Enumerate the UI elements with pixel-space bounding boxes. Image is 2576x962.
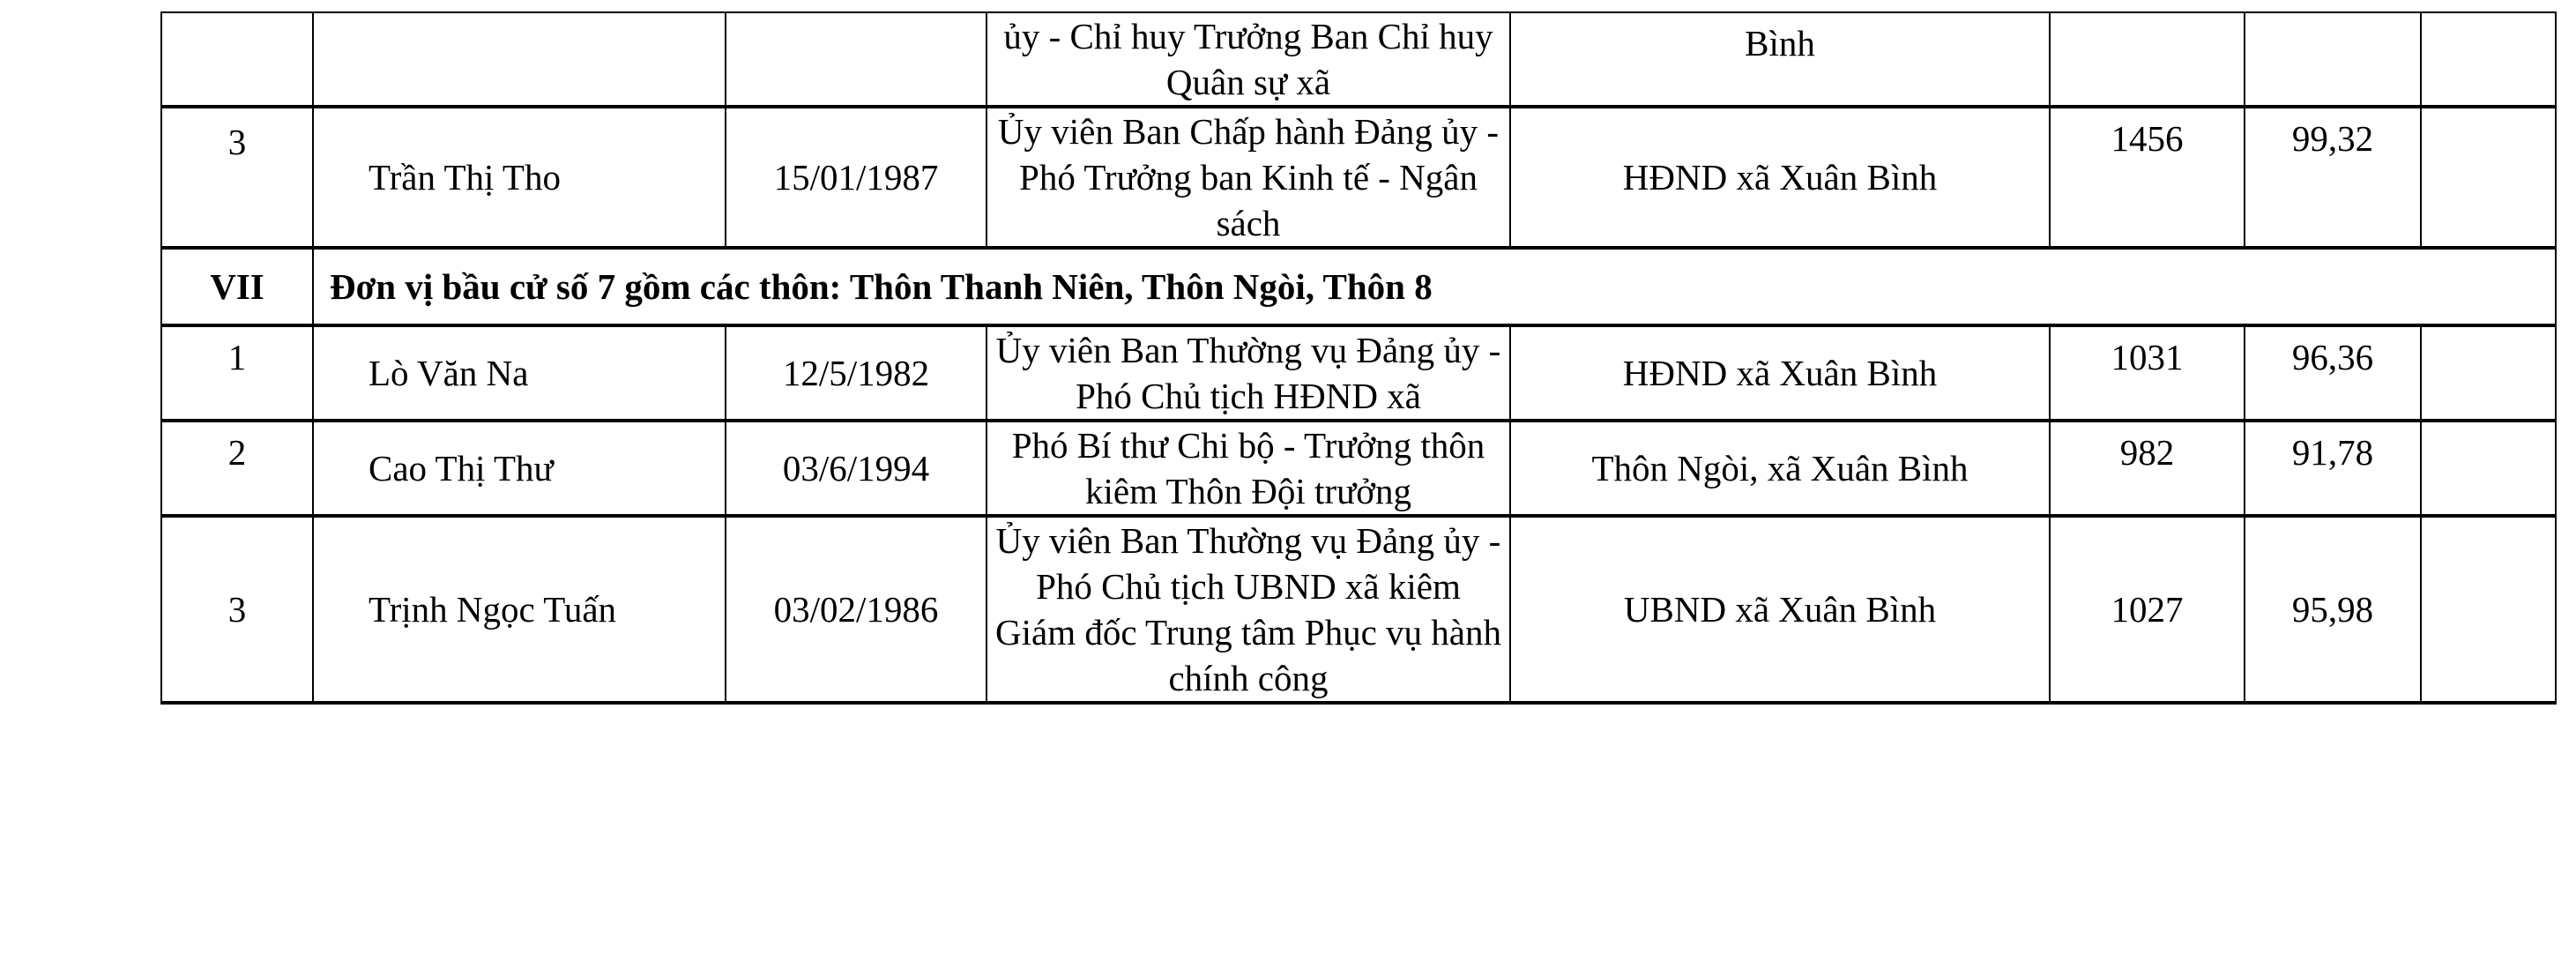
votes-cell	[2049, 11, 2245, 108]
note-cell	[2420, 105, 2557, 249]
note-cell	[2420, 514, 2557, 705]
stt-cell: 3	[160, 514, 314, 705]
dob-cell: 03/6/1994	[725, 419, 987, 517]
candidate-table: ủy - Chỉ huy Trưởng Ban Chỉ huy Quân sự …	[160, 11, 2557, 705]
workplace-cell: HĐND xã Xuân Bình	[1509, 105, 2051, 249]
votes-cell: 1027	[2049, 514, 2245, 705]
workplace-cell: HĐND xã Xuân Bình	[1509, 324, 2051, 421]
position-cell: Ủy viên Ban Thường vụ Đảng ủy - Phó Chủ …	[986, 514, 1511, 705]
stt-cell: 3	[160, 105, 314, 249]
dob-cell: 03/02/1986	[725, 514, 987, 705]
percent-cell: 95,98	[2244, 514, 2422, 705]
dob-cell	[725, 11, 987, 108]
dob-cell: 12/5/1982	[725, 324, 987, 421]
name-cell	[312, 11, 726, 108]
note-cell	[2420, 324, 2557, 421]
votes-cell: 1031	[2049, 324, 2245, 421]
percent-cell: 91,78	[2244, 419, 2422, 517]
table-row: 1 Lò Văn Na 12/5/1982 Ủy viên Ban Thường…	[160, 324, 2557, 421]
position-cell: Ủy viên Ban Chấp hành Đảng ủy - Phó Trưở…	[986, 105, 1511, 249]
table-row: 3 Trịnh Ngọc Tuấn 03/02/1986 Ủy viên Ban…	[160, 514, 2557, 705]
votes-cell: 982	[2049, 419, 2245, 517]
section-row: VII Đơn vị bầu cử số 7 gồm các thôn: Thô…	[160, 246, 2557, 326]
table-row: ủy - Chỉ huy Trưởng Ban Chỉ huy Quân sự …	[160, 11, 2557, 108]
name-cell: Trịnh Ngọc Tuấn	[312, 514, 726, 705]
workplace-cell: Bình	[1509, 11, 2051, 108]
name-cell: Lò Văn Na	[312, 324, 726, 421]
workplace-cell: Thôn Ngòi, xã Xuân Bình	[1509, 419, 2051, 517]
position-cell: Ủy viên Ban Thường vụ Đảng ủy - Phó Chủ …	[986, 324, 1511, 421]
name-cell: Cao Thị Thư	[312, 419, 726, 517]
votes-cell: 1456	[2049, 105, 2245, 249]
note-cell	[2420, 11, 2557, 108]
table-row: 2 Cao Thị Thư 03/6/1994 Phó Bí thư Chi b…	[160, 419, 2557, 517]
section-title: Đơn vị bầu cử số 7 gồm các thôn: Thôn Th…	[312, 246, 2557, 326]
stt-cell	[160, 11, 314, 108]
percent-cell	[2244, 11, 2422, 108]
stt-cell: 1	[160, 324, 314, 421]
position-cell: ủy - Chỉ huy Trưởng Ban Chỉ huy Quân sự …	[986, 11, 1511, 108]
stt-cell: 2	[160, 419, 314, 517]
workplace-cell: UBND xã Xuân Bình	[1509, 514, 2051, 705]
position-cell: Phó Bí thư Chi bộ - Trưởng thôn kiêm Thô…	[986, 419, 1511, 517]
section-number: VII	[160, 246, 314, 326]
table-row: 3 Trần Thị Tho 15/01/1987 Ủy viên Ban Ch…	[160, 105, 2557, 249]
percent-cell: 96,36	[2244, 324, 2422, 421]
name-cell: Trần Thị Tho	[312, 105, 726, 249]
dob-cell: 15/01/1987	[725, 105, 987, 249]
note-cell	[2420, 419, 2557, 517]
percent-cell: 99,32	[2244, 105, 2422, 249]
